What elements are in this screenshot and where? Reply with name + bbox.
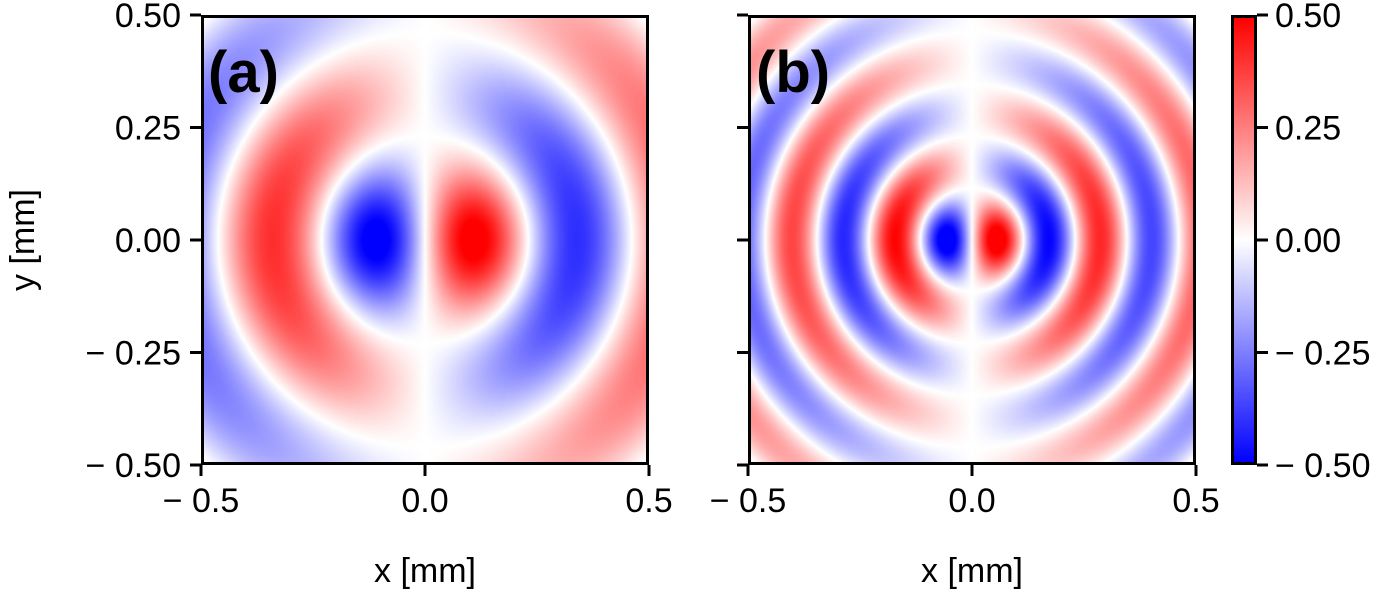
x-axis-label-a: x [mm] [374, 552, 476, 589]
x-tick-label-a-2: 0.5 [625, 482, 672, 520]
x-tick-label-b-1: 0.0 [948, 482, 995, 520]
x-axis-label-b: x [mm] [921, 552, 1023, 589]
colorbar-tick-label-0: 0.50 [1275, 0, 1341, 35]
x-tick-label-a-0: − 0.5 [163, 482, 240, 520]
colorbar-tick-label-1: 0.25 [1275, 110, 1341, 148]
heatmap-panel-a [203, 17, 647, 463]
y-axis-label-a: y [mm] [4, 189, 42, 291]
x-tick-label-b-0: − 0.5 [710, 482, 787, 520]
y-tick-label-a-3: − 0.25 [86, 335, 181, 373]
colorbar-tick-label-3: − 0.25 [1275, 335, 1370, 373]
panel-label-a: (a) [208, 40, 279, 105]
heatmap-panel-b [750, 17, 1194, 463]
y-tick-label-a-0: 0.50 [115, 0, 181, 35]
y-tick-label-a-4: − 0.50 [86, 447, 181, 485]
colorbar-tick-label-2: 0.00 [1275, 222, 1341, 260]
x-tick-label-a-1: 0.0 [401, 482, 448, 520]
x-tick-label-b-2: 0.5 [1172, 482, 1219, 520]
panel-label-b: (b) [756, 40, 831, 105]
colorbar [1233, 17, 1255, 463]
y-tick-label-a-1: 0.25 [115, 110, 181, 148]
y-tick-label-a-2: 0.00 [115, 222, 181, 260]
colorbar-tick-label-4: − 0.50 [1275, 447, 1370, 485]
